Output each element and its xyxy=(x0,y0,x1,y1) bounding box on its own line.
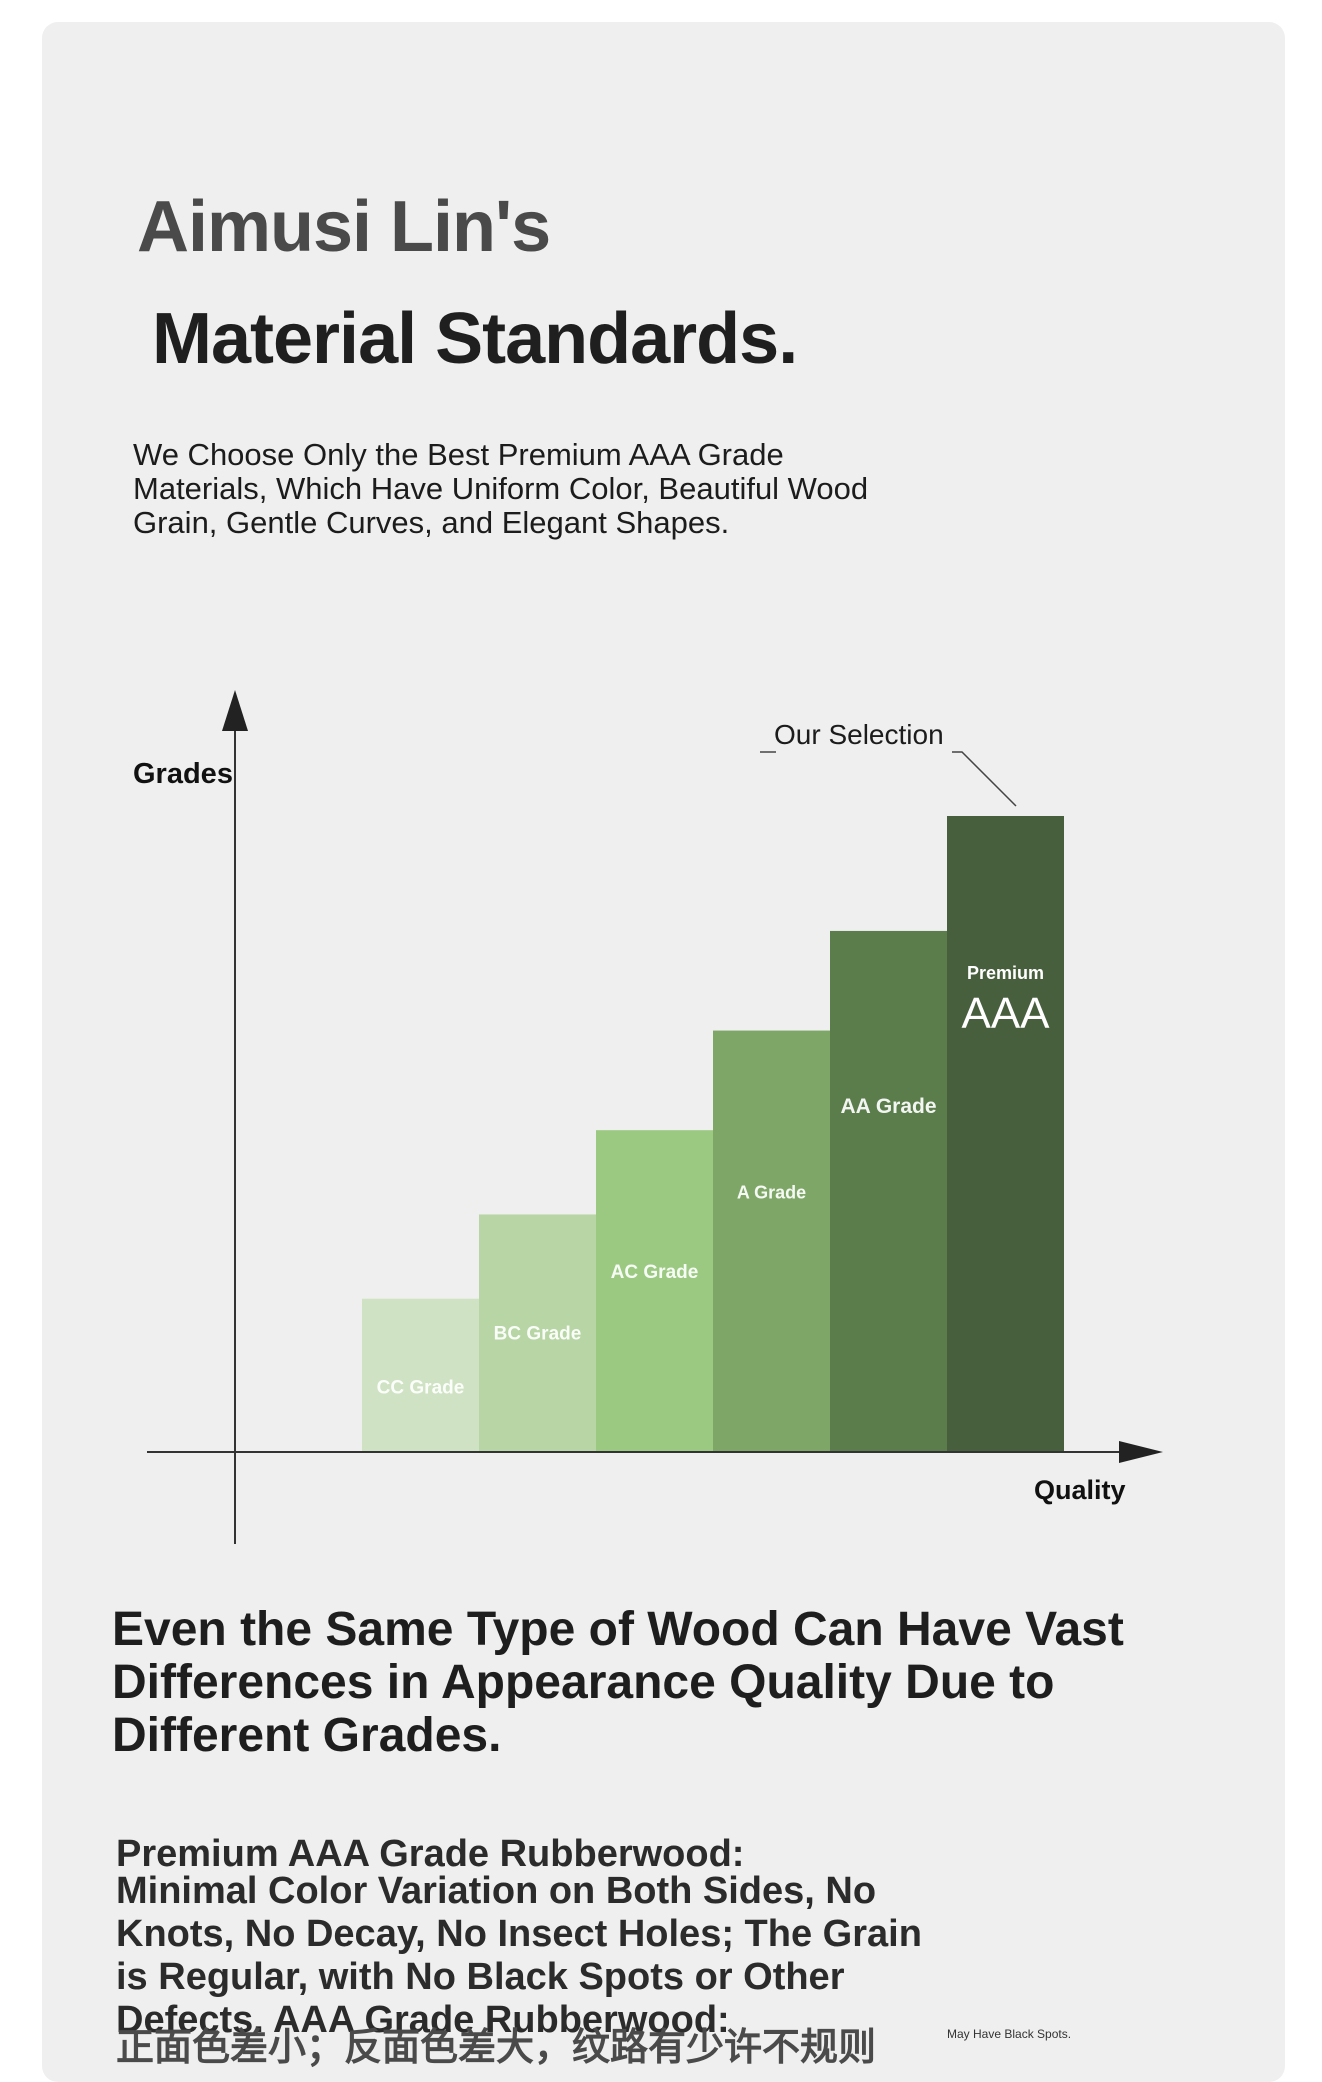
page-title-line-2: Material Standards. xyxy=(152,299,798,379)
bar-label-3: AC Grade xyxy=(611,1262,699,1283)
bar-3 xyxy=(596,1130,713,1452)
x-axis-label: Quality xyxy=(1034,1475,1126,1505)
bar-label-big-6: AAA xyxy=(961,989,1050,1038)
chinese-description: 正面色差小；反面色差大，纹路有少许不规则 xyxy=(116,2025,877,2069)
section-heading: Even the Same Type of Wood Can Have Vast… xyxy=(112,1603,1124,1762)
black-spots-note: May Have Black Spots. xyxy=(947,2027,1072,2041)
annotation-label: Our Selection xyxy=(774,719,944,750)
annotation-leader-line xyxy=(952,751,1017,807)
bar-label-4: A Grade xyxy=(737,1183,806,1203)
page-title-line-1: Aimusi Lin's xyxy=(137,187,551,267)
content-card xyxy=(42,22,1285,2082)
bar-label-1: CC Grade xyxy=(377,1378,465,1399)
bar-label-5: AA Grade xyxy=(840,1095,936,1118)
bar-5 xyxy=(830,930,947,1452)
bar-2 xyxy=(479,1214,596,1452)
y-axis-label: Grades xyxy=(133,758,233,790)
y-axis-arrow xyxy=(222,690,248,731)
bar-1 xyxy=(362,1298,479,1452)
grade-quality-chart: CC Grade BC Grade AC Grade A Grade AA Grade P… xyxy=(133,690,1163,1544)
bar-label-6: Premium xyxy=(967,963,1044,983)
bar-4 xyxy=(713,1030,830,1452)
intro-paragraph: We Choose Only the Best Premium AAA Grad… xyxy=(133,437,869,540)
bar-label-2: BC Grade xyxy=(494,1323,582,1344)
x-axis-arrow xyxy=(1119,1441,1163,1463)
aaa-grade-title: Premium AAA Grade Rubberwood: xyxy=(116,1833,745,1875)
aaa-grade-description: Minimal Color Variation on Both Sides, N… xyxy=(116,1870,922,2041)
bar-6 xyxy=(947,816,1064,1452)
